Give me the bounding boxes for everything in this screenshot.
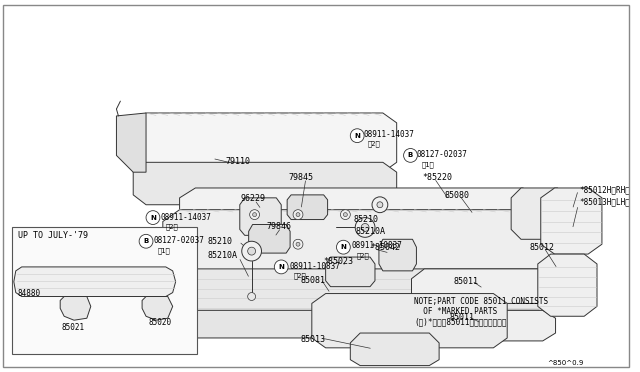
Polygon shape — [541, 188, 602, 254]
Polygon shape — [379, 239, 417, 271]
Circle shape — [293, 210, 303, 219]
Text: 85080: 85080 — [444, 191, 469, 200]
Circle shape — [404, 148, 417, 162]
Polygon shape — [133, 113, 397, 172]
Text: （2）: （2） — [356, 252, 369, 259]
Text: 85210A: 85210A — [355, 227, 385, 237]
Text: N: N — [340, 244, 346, 250]
Text: 85210: 85210 — [353, 215, 378, 224]
Text: （2）: （2） — [166, 224, 179, 230]
Circle shape — [146, 211, 160, 224]
Circle shape — [293, 239, 303, 249]
Circle shape — [253, 213, 257, 217]
Polygon shape — [163, 310, 552, 338]
Text: 〨2）: 〨2） — [368, 141, 381, 147]
Polygon shape — [133, 162, 397, 205]
Text: 96229: 96229 — [241, 194, 266, 203]
Text: 79845: 79845 — [288, 173, 313, 182]
Text: *85042: *85042 — [370, 243, 400, 252]
Polygon shape — [511, 188, 568, 239]
Text: ^850^0.9: ^850^0.9 — [548, 360, 584, 366]
Circle shape — [242, 241, 262, 261]
Text: 84880: 84880 — [18, 289, 41, 298]
Text: 08127-02037: 08127-02037 — [154, 236, 205, 245]
Circle shape — [296, 213, 300, 217]
Polygon shape — [538, 254, 597, 316]
Text: B: B — [143, 238, 148, 244]
Polygon shape — [14, 267, 175, 296]
Polygon shape — [287, 195, 328, 219]
Text: *85013H（LH）: *85013H（LH） — [579, 198, 630, 207]
Text: 85013: 85013 — [301, 335, 326, 344]
Circle shape — [139, 234, 153, 248]
Text: *85220: *85220 — [422, 173, 452, 182]
Text: B: B — [408, 153, 413, 158]
Text: 85210: 85210 — [207, 237, 232, 246]
Text: 85021: 85021 — [61, 323, 84, 332]
Circle shape — [344, 213, 348, 217]
Circle shape — [377, 202, 383, 208]
Circle shape — [355, 218, 375, 237]
Polygon shape — [163, 210, 555, 279]
Text: 08911-14037: 08911-14037 — [363, 130, 414, 139]
Text: 08911-10837: 08911-10837 — [351, 241, 402, 250]
Text: （2）: （2） — [294, 273, 307, 279]
Circle shape — [361, 224, 369, 231]
Circle shape — [248, 247, 255, 255]
Text: 85011: 85011 — [450, 313, 475, 322]
Polygon shape — [240, 198, 281, 235]
Text: 79110: 79110 — [225, 157, 250, 166]
Polygon shape — [116, 113, 146, 172]
Text: *85023: *85023 — [324, 257, 354, 266]
Text: 85081: 85081 — [301, 276, 326, 285]
Circle shape — [250, 210, 260, 219]
Text: 08127-02037: 08127-02037 — [417, 151, 467, 160]
Text: N: N — [278, 264, 284, 270]
Polygon shape — [412, 269, 561, 304]
Text: 08911-10837: 08911-10837 — [289, 262, 340, 271]
Circle shape — [350, 129, 364, 142]
Polygon shape — [412, 310, 556, 341]
Text: N: N — [355, 133, 360, 139]
Circle shape — [248, 292, 255, 301]
Text: *85012H（RH）: *85012H（RH） — [579, 185, 630, 194]
Text: 79846: 79846 — [266, 221, 291, 231]
Circle shape — [296, 242, 300, 246]
Text: 85020: 85020 — [148, 318, 171, 327]
Text: 85012: 85012 — [530, 243, 555, 252]
Text: N: N — [150, 215, 156, 221]
Text: 08911-14037: 08911-14037 — [161, 213, 212, 222]
Circle shape — [337, 240, 350, 254]
Circle shape — [275, 260, 288, 274]
Polygon shape — [163, 269, 555, 320]
Text: （1）: （1） — [158, 247, 171, 254]
Polygon shape — [60, 296, 91, 320]
Polygon shape — [350, 333, 439, 366]
Polygon shape — [312, 294, 508, 348]
Polygon shape — [249, 224, 290, 253]
Text: UP TO JULY-'79: UP TO JULY-'79 — [18, 231, 88, 240]
Circle shape — [340, 210, 350, 219]
Polygon shape — [326, 257, 375, 287]
Text: 85210A: 85210A — [207, 251, 237, 260]
Text: 85011: 85011 — [454, 277, 479, 286]
FancyBboxPatch shape — [12, 227, 197, 354]
Circle shape — [372, 197, 388, 213]
Text: NOTE;PART CODE 85011 CONSISTS
  OF *MARKED PARTS
(注)*印は，85011の構成部品です。: NOTE;PART CODE 85011 CONSISTS OF *MARKED… — [415, 296, 548, 326]
Text: （1）: （1） — [421, 161, 434, 168]
Polygon shape — [180, 188, 539, 219]
Polygon shape — [142, 296, 173, 320]
